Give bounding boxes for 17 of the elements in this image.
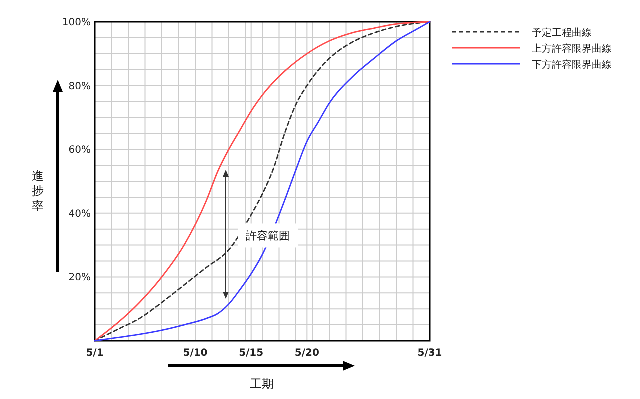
y-tick-label: 20% [68, 272, 91, 284]
x-tick-label: 5/31 [418, 348, 442, 359]
y-axis-title: 進捗率 [32, 169, 44, 213]
x-tick-label: 5/10 [183, 348, 208, 359]
annotation: 許容範囲 [246, 230, 290, 243]
text: 予定工程曲線 [532, 27, 592, 39]
text: 上方許容限界曲線 [532, 43, 612, 55]
y-tick-label: 60% [68, 145, 91, 156]
y-tick-label: 100% [62, 18, 91, 28]
text: 下方許容限界曲線 [532, 59, 612, 71]
x-axis-title: 工期 [250, 377, 274, 391]
x-tick-label: 5/1 [86, 348, 104, 359]
y-tick-label: 40% [68, 208, 91, 220]
line-series [94, 21, 431, 342]
x-tick-label: 5/15 [239, 348, 264, 359]
x-tick-label: 5/20 [294, 348, 320, 359]
y-tick-label: 80% [68, 81, 91, 92]
